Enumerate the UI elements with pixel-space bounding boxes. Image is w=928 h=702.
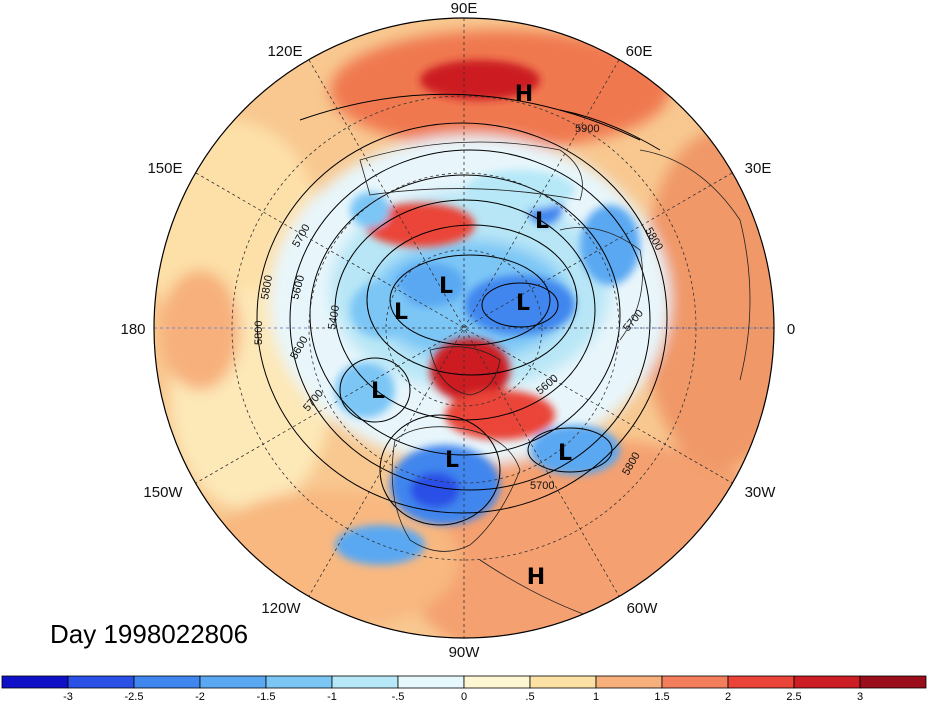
contour-label: 5800 (253, 321, 265, 345)
lon-label-120e: 120E (267, 43, 302, 60)
anomaly-shading (154, 18, 774, 638)
colorbar-swatch (199, 675, 267, 689)
map-boundary (153, 17, 775, 639)
lon-label-150e: 150E (147, 160, 182, 177)
low-pressure-center: L (516, 291, 530, 316)
height-contours (256, 93, 668, 526)
colorbar-tick-label: .5 (525, 691, 534, 702)
colorbar-tick-label: 1 (593, 691, 599, 702)
colorbar-tick-label: -1.5 (257, 691, 276, 702)
lon-label-0: 0 (787, 321, 795, 338)
contour-label: 5800 (259, 274, 275, 300)
colorbar-tick-label: 0 (461, 691, 467, 702)
low-pressure-center: L (439, 274, 453, 299)
plot-title: Day 1998022806 (50, 619, 249, 649)
lon-label-30e: 30E (745, 160, 772, 177)
colorbar-swatch (331, 675, 399, 689)
colorbar-tick-label: 1.5 (654, 691, 669, 702)
colorbar-tick-label: 3 (857, 691, 863, 702)
contour-label: 5400 (326, 304, 342, 330)
high-pressure-center: H (527, 565, 545, 590)
contour-label: 5700 (530, 480, 554, 492)
colorbar-tick-label: -2.5 (125, 691, 144, 702)
low-pressure-center: L (394, 300, 408, 325)
colorbar-swatch (661, 675, 729, 689)
lon-label-180: 180 (120, 321, 145, 338)
colorbar: -3 -2.5 -2 -1.5 -1 -.5 0 .5 1 1.5 2 2.5 3 (1, 675, 927, 702)
high-pressure-center: H (515, 82, 533, 107)
colorbar-tick-label: -2 (195, 691, 205, 702)
colorbar-swatch (463, 675, 531, 689)
colorbar-tick-label: -1 (327, 691, 337, 702)
low-pressure-center: L (445, 448, 459, 473)
lon-label-90e: 90E (451, 0, 478, 17)
colorbar-tick-label: 2.5 (786, 691, 801, 702)
colorbar-swatch (133, 675, 201, 689)
lon-label-150w: 150W (143, 484, 183, 501)
coastlines (359, 141, 751, 621)
colorbar-swatch (67, 675, 135, 689)
colorbar-labels: -3 -2.5 -2 -1.5 -1 -.5 0 .5 1 1.5 2 2.5 3 (63, 691, 863, 702)
lon-label-30w: 30W (745, 484, 777, 501)
lon-label-60w: 60W (627, 600, 659, 617)
colorbar-swatch (859, 675, 927, 689)
colorbar-swatch (529, 675, 597, 689)
colorbar-swatch (265, 675, 333, 689)
lon-label-90w: 90W (449, 644, 481, 661)
colorbar-swatches (1, 675, 927, 689)
colorbar-swatch (727, 675, 795, 689)
lon-label-120w: 120W (261, 600, 301, 617)
contour-label: 5900 (575, 123, 599, 135)
colorbar-swatch (1, 675, 69, 689)
colorbar-swatch (793, 675, 861, 689)
low-pressure-center: L (558, 441, 572, 466)
colorbar-swatch (397, 675, 465, 689)
low-pressure-center: L (371, 379, 385, 404)
colorbar-tick-label: -3 (63, 691, 73, 702)
colorbar-tick-label: -.5 (392, 691, 405, 702)
lon-label-60e: 60E (626, 43, 653, 60)
low-pressure-center: L (535, 209, 549, 234)
polar-stereographic-map: 90E 120E 60E 150E 30E 180 0 150W 30W 120… (120, 0, 795, 661)
colorbar-swatch (595, 675, 663, 689)
colorbar-tick-label: 2 (725, 691, 731, 702)
